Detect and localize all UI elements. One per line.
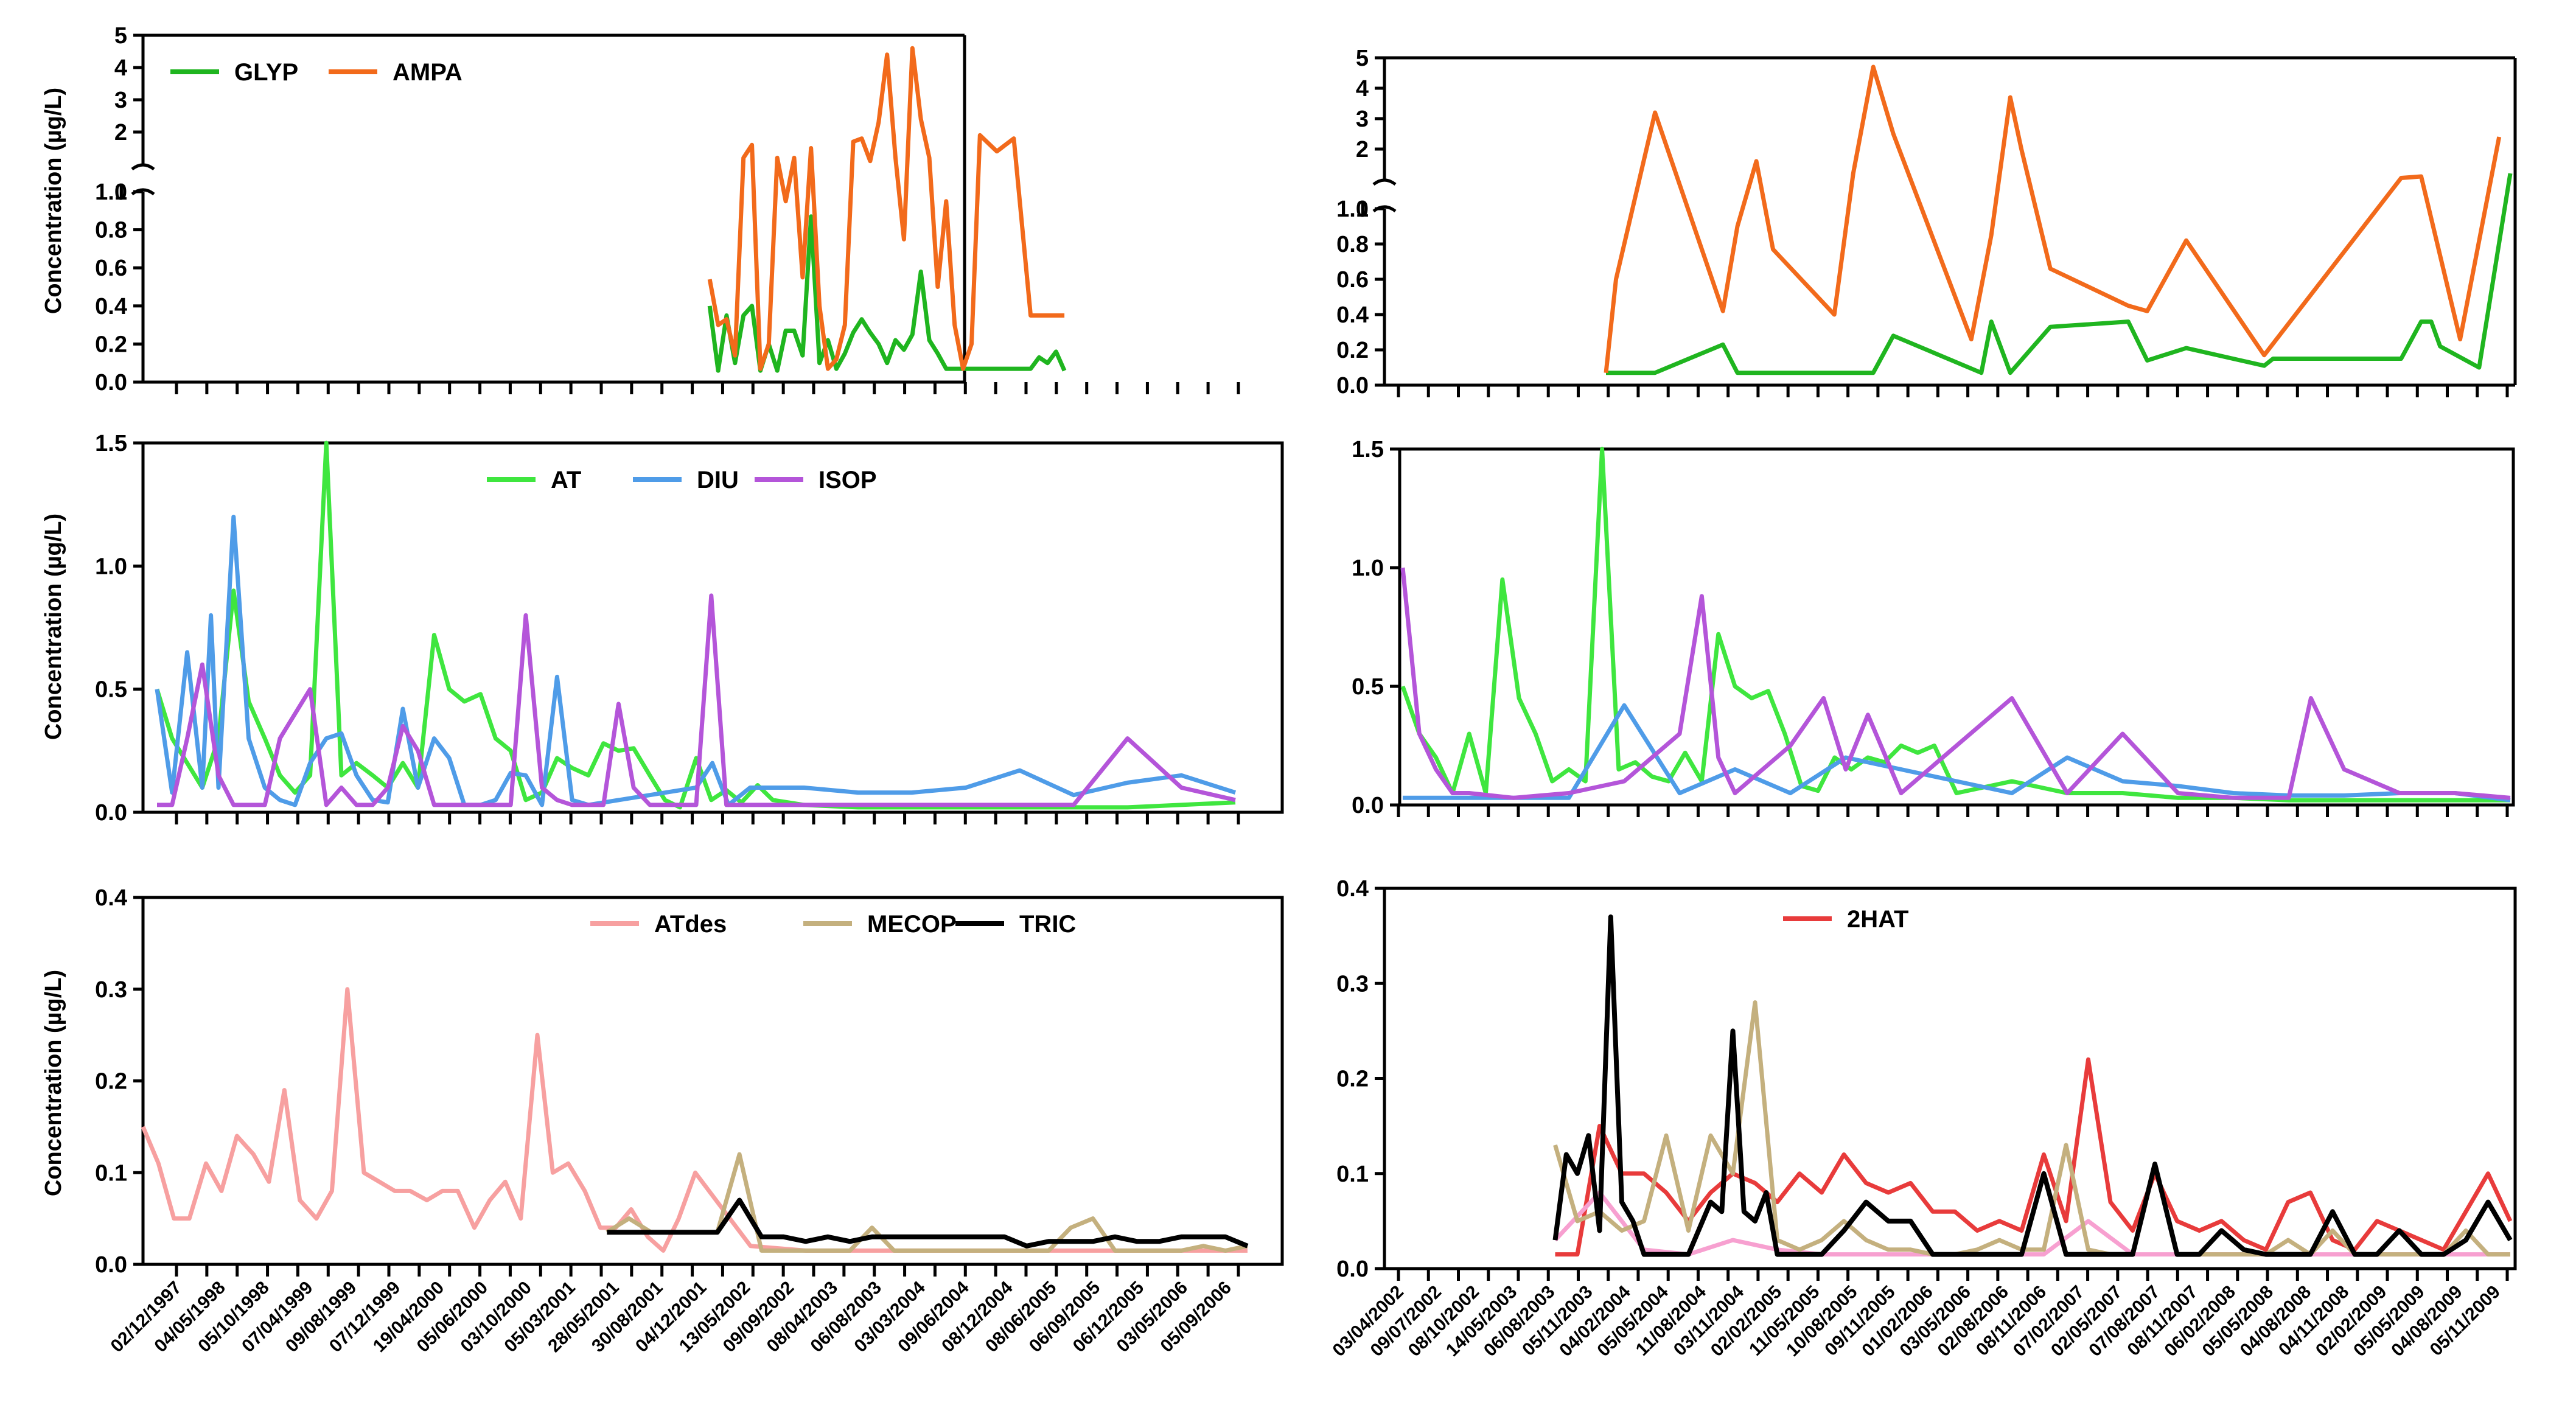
y-tick-label: 0.0 bbox=[1352, 793, 1384, 818]
y-tick-label: 0.1 bbox=[95, 1160, 127, 1186]
chart-panel-top-right: 0.0 0.2 0.4 0.6 0.8 1.01 2 3 4 5 bbox=[1336, 46, 2517, 399]
y-tick-label: 0.8 bbox=[95, 218, 127, 243]
y-tick-label: 4 bbox=[114, 55, 127, 81]
series-line-tric bbox=[1552, 914, 2513, 1257]
legend-label: AT bbox=[551, 467, 581, 493]
series-line-glyp bbox=[1606, 173, 2513, 375]
legend-label: TRIC bbox=[1019, 911, 1076, 938]
y-tick-label: 0.6 bbox=[95, 256, 127, 281]
y-tick-label: 0.3 bbox=[95, 977, 127, 1003]
chart-panel-bottom-left: 0.00.10.20.30.402/12/199704/05/199805/10… bbox=[41, 885, 1284, 1356]
y-tick-label: 0.6 bbox=[1336, 267, 1369, 293]
y-tick-label: 2 bbox=[114, 120, 127, 145]
y-tick-label: 3 bbox=[1356, 106, 1369, 132]
y-axis-label: Concentration (µg/L) bbox=[41, 88, 66, 314]
y-tick-label: 0.5 bbox=[1352, 674, 1384, 700]
chart-panel-middle-right: 0.0 0.5 1.0 1.5 bbox=[1352, 437, 2515, 818]
y-tick-label: 1.0 bbox=[1336, 197, 1369, 222]
series-line-atdes bbox=[141, 987, 1248, 1253]
series-line-ampa bbox=[707, 46, 1065, 371]
series-line-atdes bbox=[1553, 1190, 2510, 1257]
legend-label: DIU bbox=[697, 467, 739, 493]
y-tick-label: 0.2 bbox=[95, 332, 127, 357]
chart-panel-middle-left: 0.0 0.5 1.0 1.5 Concentration (µg/L) AT DIU ISO… bbox=[41, 431, 1284, 826]
y-tick-label: 0.2 bbox=[1336, 1067, 1369, 1092]
y-tick-label: 5 bbox=[1356, 46, 1369, 71]
y-tick-label: 0.4 bbox=[1336, 302, 1369, 328]
y-tick-label: 0.3 bbox=[1336, 971, 1369, 997]
y-tick-label: 0.5 bbox=[95, 677, 127, 703]
legend-label: ATdes bbox=[654, 911, 727, 938]
y-tick-label: 0.4 bbox=[95, 885, 127, 911]
y-tick-label: 0.0 bbox=[1336, 373, 1369, 399]
y-axis-label: Concentration (µg/L) bbox=[41, 514, 66, 740]
y-axis-label: Concentration (µg/L) bbox=[41, 970, 66, 1196]
series-line-glyp bbox=[707, 214, 1067, 373]
axis-break-mark bbox=[131, 163, 155, 171]
plot-frame bbox=[141, 896, 1284, 1266]
series-line-tric bbox=[607, 1197, 1249, 1249]
y-tick-label: 0.4 bbox=[1336, 876, 1369, 902]
plot-frame bbox=[1398, 447, 2515, 807]
y-tick-label: 3 bbox=[114, 88, 127, 113]
chart-panel-top-left: 0.0 0.2 0.4 0.6 0.8 1.01 2 3 4 5 Concentration (µg… bbox=[41, 23, 1240, 395]
y-tick-label: 1.0 bbox=[1352, 556, 1384, 581]
y-tick-label: 1.0 bbox=[95, 554, 127, 579]
series-line-at bbox=[1400, 447, 2510, 803]
legend-label: ISOP bbox=[819, 467, 877, 493]
y-tick-label: 1.5 bbox=[95, 431, 127, 456]
y-tick-label: 5 bbox=[114, 23, 127, 49]
series-line-isop bbox=[157, 593, 1236, 807]
y-tick-label: 2 bbox=[1356, 137, 1369, 162]
y-tick-label: 0.0 bbox=[1336, 1256, 1369, 1282]
legend-label: AMPA bbox=[393, 59, 462, 86]
series-line-at bbox=[155, 441, 1236, 810]
plot-frame bbox=[141, 441, 1284, 814]
y-tick-label: 0.2 bbox=[95, 1069, 127, 1095]
y-tick-label: 1 bbox=[1356, 197, 1369, 222]
y-tick-label: 0.4 bbox=[95, 294, 127, 319]
legend-label: MECOP bbox=[867, 911, 957, 938]
axis-break-mark bbox=[1372, 178, 1397, 186]
y-tick-label: 0.8 bbox=[1336, 232, 1369, 257]
legend-label: GLYP bbox=[234, 59, 298, 86]
y-tick-label: 1.5 bbox=[1352, 437, 1384, 462]
y-tick-label: 1.0 bbox=[95, 179, 127, 205]
y-tick-label: 4 bbox=[1356, 76, 1369, 102]
y-tick-label: 0.0 bbox=[95, 370, 127, 395]
series-line-ampa bbox=[1604, 64, 2502, 374]
y-tick-label: 1 bbox=[114, 179, 127, 205]
y-tick-label: 0.1 bbox=[1336, 1162, 1369, 1187]
series-line-diu bbox=[1403, 703, 2511, 803]
y-tick-label: 0.0 bbox=[95, 800, 127, 826]
y-tick-label: 0.2 bbox=[1336, 338, 1369, 363]
chart-panel-bottom-right: 0.00.10.20.30.403/04/200209/07/200208/10… bbox=[1328, 876, 2517, 1360]
legend-label: 2HAT bbox=[1847, 906, 1908, 933]
y-tick-label: 0.0 bbox=[95, 1252, 127, 1278]
series-line-isop bbox=[1400, 567, 2511, 800]
